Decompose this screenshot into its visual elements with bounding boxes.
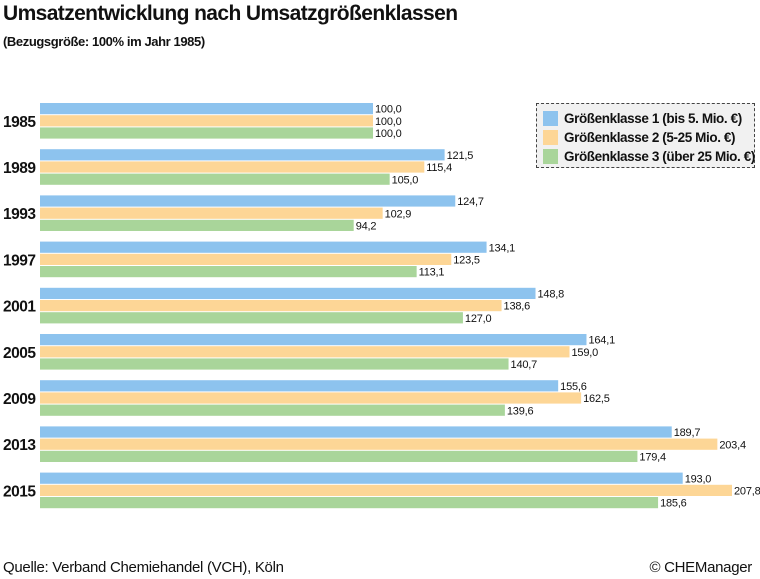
bar-1985-series-1 — [40, 103, 374, 115]
value-label-1989-series-2: 115,4 — [426, 162, 452, 174]
bar-2005-series-2 — [40, 346, 570, 358]
value-label-1997-series-1: 134,1 — [489, 242, 516, 254]
legend-label-series-3: Größenklasse 3 (über 25 Mio. €) — [564, 149, 755, 164]
legend-swatch-series-1 — [543, 111, 558, 126]
value-label-2015-series-2: 207,8 — [734, 486, 760, 498]
bar-2009-series-1 — [40, 380, 559, 392]
value-label-1985-series-3: 100,0 — [375, 128, 402, 140]
value-label-2009-series-1: 155,6 — [560, 381, 587, 393]
bar-1993-series-1 — [40, 195, 456, 207]
value-label-2015-series-3: 185,6 — [660, 498, 687, 510]
year-label-2001: 2001 — [3, 299, 36, 316]
value-label-1993-series-1: 124,7 — [457, 196, 484, 208]
value-label-1985-series-2: 100,0 — [375, 116, 402, 128]
bar-2005-series-1 — [40, 334, 587, 346]
value-label-1997-series-3: 113,1 — [419, 267, 445, 279]
legend-item-series-1: Größenklasse 1 (bis 5. Mio. €) — [543, 109, 754, 128]
bar-2001-series-3 — [40, 312, 463, 324]
value-label-2001-series-3: 127,0 — [465, 313, 492, 325]
chart-title: Umsatzentwicklung nach Umsatzgrößenklass… — [3, 2, 458, 25]
legend-swatch-series-3 — [543, 149, 558, 164]
bar-1989-series-3 — [40, 173, 390, 185]
year-label-2013: 2013 — [3, 437, 36, 454]
bar-2013-series-1 — [40, 426, 672, 438]
bar-2013-series-2 — [40, 438, 718, 450]
value-label-2005-series-3: 140,7 — [511, 359, 538, 371]
year-label-1997: 1997 — [3, 252, 35, 269]
bar-2001-series-1 — [40, 287, 536, 299]
bar-2015-series-2 — [40, 484, 732, 496]
year-label-1989: 1989 — [3, 160, 36, 177]
source-note: Quelle: Verband Chemiehandel (VCH), Köln — [3, 559, 284, 576]
value-label-2001-series-2: 138,6 — [504, 301, 531, 313]
bar-1997-series-1 — [40, 241, 487, 253]
year-label-1985: 1985 — [3, 114, 36, 131]
value-label-1989-series-1: 121,5 — [447, 150, 474, 162]
value-label-2009-series-2: 162,5 — [583, 393, 610, 405]
bar-1989-series-2 — [40, 161, 425, 173]
legend-item-series-3: Größenklasse 3 (über 25 Mio. €) — [543, 147, 755, 166]
year-label-2009: 2009 — [3, 391, 36, 408]
value-label-2001-series-1: 148,8 — [538, 289, 565, 301]
legend-label-series-1: Größenklasse 1 (bis 5. Mio. €) — [564, 111, 742, 126]
legend-swatch-series-2 — [543, 130, 558, 145]
value-label-2013-series-2: 203,4 — [719, 439, 746, 451]
value-label-1993-series-2: 102,9 — [385, 208, 412, 220]
value-label-2005-series-1: 164,1 — [588, 335, 615, 347]
chart-bars-layer: 1985100,0100,0100,01989121,5115,4105,019… — [3, 103, 760, 510]
bar-2009-series-3 — [40, 404, 505, 416]
chart-subtitle: (Bezugsgröße: 100% im Jahr 1985) — [3, 34, 205, 49]
value-label-2005-series-2: 159,0 — [571, 347, 598, 359]
value-label-1985-series-1: 100,0 — [375, 104, 402, 116]
copyright-note: © CHEManager — [649, 559, 753, 576]
bar-1985-series-3 — [40, 127, 374, 139]
bar-1997-series-2 — [40, 253, 452, 265]
bar-2005-series-3 — [40, 358, 509, 370]
bar-2013-series-3 — [40, 450, 638, 462]
value-label-2009-series-3: 139,6 — [507, 405, 534, 417]
year-label-2005: 2005 — [3, 345, 36, 362]
value-label-1989-series-3: 105,0 — [392, 174, 419, 186]
value-label-2013-series-3: 179,4 — [639, 452, 666, 464]
bar-1993-series-2 — [40, 207, 383, 219]
legend-label-series-2: Größenklasse 2 (5-25 Mio. €) — [564, 130, 736, 145]
value-label-1997-series-2: 123,5 — [453, 255, 480, 267]
chart-legend: Größenklasse 1 (bis 5. Mio. €) Größenkla… — [536, 103, 755, 168]
bar-2009-series-2 — [40, 392, 582, 404]
value-label-1993-series-3: 94,2 — [356, 221, 377, 233]
bar-1989-series-1 — [40, 149, 445, 161]
bar-1985-series-2 — [40, 115, 374, 127]
bar-2001-series-2 — [40, 300, 502, 312]
year-label-1993: 1993 — [3, 206, 36, 223]
legend-item-series-2: Größenklasse 2 (5-25 Mio. €) — [543, 128, 754, 147]
bar-1993-series-3 — [40, 219, 354, 231]
bar-2015-series-3 — [40, 497, 659, 509]
bar-2015-series-1 — [40, 472, 683, 484]
bar-1997-series-3 — [40, 266, 417, 278]
value-label-2013-series-1: 189,7 — [674, 427, 701, 439]
year-label-2015: 2015 — [3, 483, 36, 500]
value-label-2015-series-1: 193,0 — [685, 473, 712, 485]
